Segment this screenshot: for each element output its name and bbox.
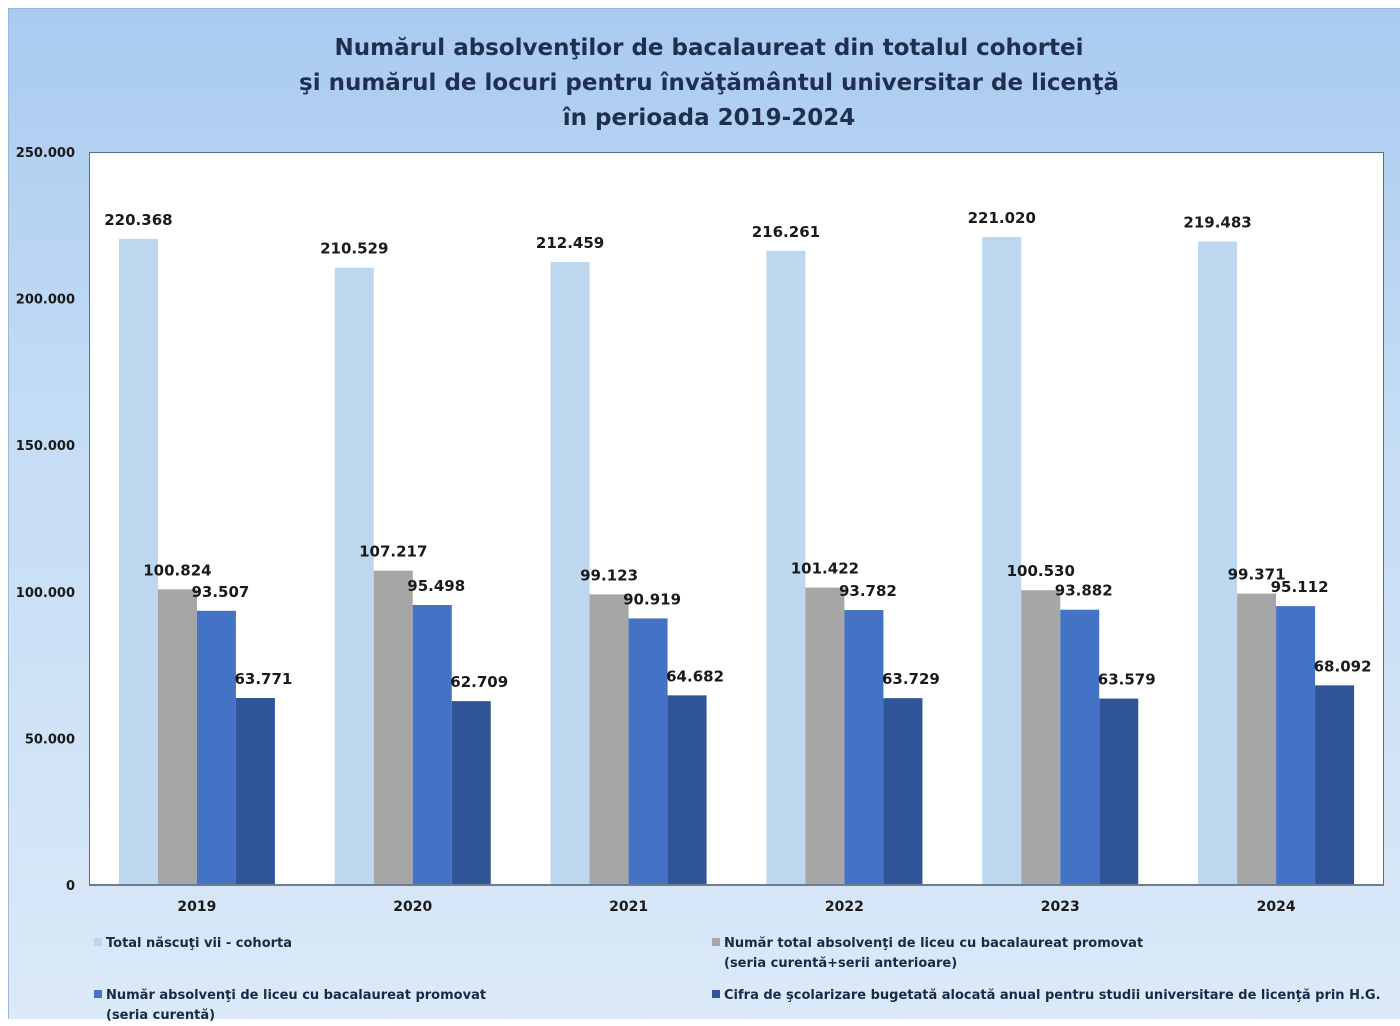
y-tick-label: 50.000: [25, 732, 75, 747]
data-label: 212.459: [536, 234, 604, 252]
plot-area: [89, 152, 1384, 885]
data-label: 64.682: [666, 667, 724, 685]
data-label: 95.498: [407, 577, 465, 595]
legend-item-total-graduates: Număr total absolvenţi de liceu cu bacal…: [712, 934, 1143, 974]
data-label: 220.368: [104, 211, 172, 229]
bar-1-2019: [157, 589, 197, 885]
y-tick-label: 200.000: [16, 293, 75, 308]
bar-1-2021: [589, 594, 629, 885]
bar-2-2024: [1276, 606, 1316, 885]
data-label: 68.092: [1314, 657, 1372, 675]
y-tick-label: 0: [66, 879, 75, 894]
legend-swatch-budget-places: [712, 990, 720, 998]
bar-2-2022: [844, 610, 884, 885]
x-tick-label: 2023: [1041, 899, 1080, 915]
data-label: 101.422: [791, 560, 859, 578]
x-tick-label: 2021: [609, 899, 648, 915]
bar-3-2024: [1315, 685, 1355, 885]
chart-title-line-3: în perioada 2019-2024: [562, 105, 856, 131]
data-label: 90.919: [623, 590, 681, 608]
chart-title: Numărul absolvenţilor de bacalaureat din…: [9, 31, 1400, 136]
chart-title-line-2: şi numărul de locuri pentru învăţământul…: [299, 70, 1119, 96]
bar-2-2020: [412, 604, 452, 885]
data-label: 93.882: [1055, 582, 1113, 600]
bar-3-2019: [235, 698, 275, 885]
legend-label-current-graduates: Număr absolvenţi de liceu cu bacalaureat…: [106, 988, 487, 1003]
data-label: 221.020: [968, 209, 1036, 227]
legend-item-current-graduates: Număr absolvenţi de liceu cu bacalaureat…: [94, 986, 486, 1026]
bar-1-2022: [805, 587, 845, 885]
y-tick-label: 100.000: [16, 586, 75, 601]
bar-2-2023: [1060, 609, 1100, 885]
data-label: 62.709: [450, 673, 508, 691]
legend-swatch-current-graduates: [94, 990, 102, 998]
legend-label-total-graduates: Număr total absolvenţi de liceu cu bacal…: [724, 936, 1144, 951]
data-label: 63.579: [1098, 671, 1156, 689]
legend-swatch-births: [94, 938, 102, 946]
bar-0-2022: [766, 250, 806, 886]
legend-label-total-graduates-line2: (seria curentă+serii anterioare): [724, 956, 958, 971]
data-label: 219.483: [1183, 213, 1251, 231]
data-label: 63.729: [882, 670, 940, 688]
y-tick-label: 150.000: [16, 439, 75, 454]
data-label: 93.507: [191, 583, 249, 601]
data-label: 216.261: [752, 223, 820, 241]
bar-0-2020: [334, 267, 374, 885]
bar-2-2019: [196, 610, 236, 885]
legend-label-budget-places: Cifra de şcolarizare bugetată alocată an…: [724, 988, 1381, 1003]
bar-0-2021: [550, 262, 590, 886]
bar-3-2021: [667, 695, 707, 885]
legend-swatch-total-graduates: [712, 938, 720, 946]
data-label: 95.112: [1271, 578, 1329, 596]
legend-item-budget-places: Cifra de şcolarizare bugetată alocată an…: [712, 986, 1381, 1006]
y-tick-label: 250.000: [16, 146, 75, 161]
data-label: 99.123: [580, 566, 638, 584]
bar-3-2023: [1099, 698, 1139, 885]
bar-3-2022: [883, 698, 923, 885]
data-label: 93.782: [839, 582, 897, 600]
data-label: 63.771: [234, 670, 292, 688]
x-tick-label: 2022: [825, 899, 864, 915]
bar-1-2020: [373, 570, 413, 885]
x-tick-label: 2020: [393, 899, 432, 915]
chart-title-line-1: Numărul absolvenţilor de bacalaureat din…: [334, 35, 1084, 61]
data-label: 100.824: [143, 561, 211, 579]
data-label: 107.217: [359, 543, 427, 561]
bar-2-2021: [628, 618, 668, 885]
data-label: 210.529: [320, 240, 388, 258]
x-tick-label: 2019: [177, 899, 216, 915]
data-label: 99.371: [1228, 566, 1286, 584]
legend-label-current-graduates-line2: (seria curentă): [106, 1008, 216, 1023]
data-label: 100.530: [1007, 562, 1075, 580]
bar-1-2024: [1237, 593, 1277, 885]
legend-label-births: Total născuţi vii - cohorta: [106, 936, 293, 951]
bar-0-2023: [982, 236, 1022, 885]
legend-item-births: Total născuţi vii - cohorta: [94, 934, 292, 954]
x-tick-label: 2024: [1257, 899, 1296, 915]
bar-1-2023: [1021, 590, 1061, 885]
bar-3-2020: [451, 701, 491, 885]
bar-0-2019: [118, 238, 158, 885]
bar-0-2024: [1198, 241, 1238, 886]
